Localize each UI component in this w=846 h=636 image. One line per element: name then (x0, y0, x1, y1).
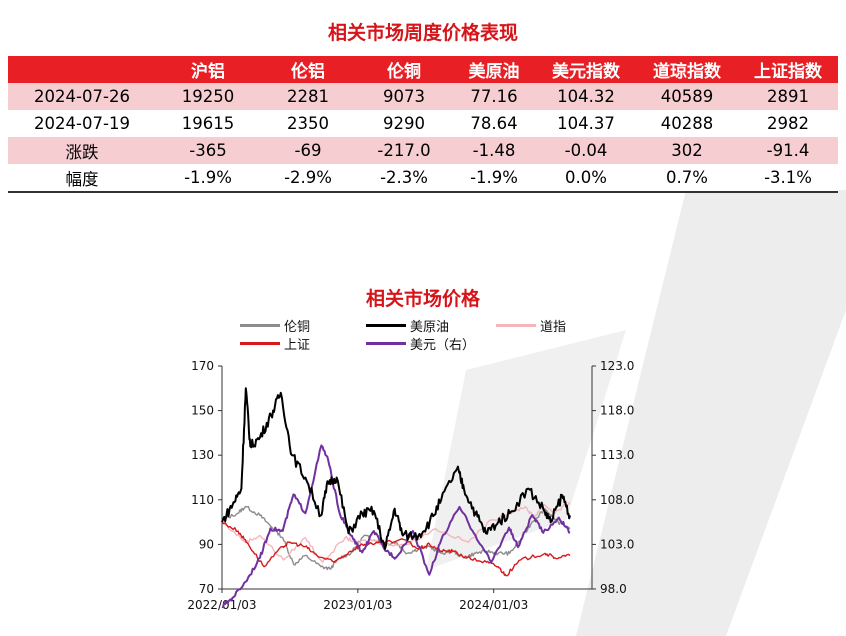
table-header-row: 沪铝 伦铝 伦铜 美原油 美元指数 道琼指数 上证指数 (8, 56, 838, 83)
legend-item-wti: 美原油 (366, 316, 449, 335)
legend-swatch (240, 324, 280, 327)
table-header-cell: 伦铜 (356, 56, 452, 83)
table-row: 2024-07-26 19250 2281 9073 77.16 104.32 … (8, 83, 838, 110)
table-row: 幅度 -1.9% -2.9% -2.3% -1.9% 0.0% 0.7% -3.… (8, 164, 838, 193)
table-cell: 2350 (260, 110, 356, 137)
table-header-cell: 美元指数 (536, 56, 636, 83)
table-cell: 302 (636, 137, 738, 164)
legend-item-sse: 上证 (240, 334, 310, 353)
table-cell: 40589 (636, 83, 738, 110)
chart-title: 相关市场价格 (365, 288, 480, 310)
legend-swatch (366, 324, 406, 327)
legend-swatch (240, 342, 280, 345)
y-left-tick-label: 130 (191, 448, 214, 462)
table-cell: 幅度 (8, 164, 156, 193)
legend-label: 上证 (284, 338, 311, 353)
table-cell: 9290 (356, 110, 452, 137)
y-left-tick-label: 170 (191, 359, 214, 373)
y-left-tick-label: 70 (199, 582, 214, 596)
table-cell: -0.04 (536, 137, 636, 164)
legend-swatch (366, 342, 406, 345)
table-row: 涨跌 -365 -69 -217.0 -1.48 -0.04 302 -91.4 (8, 137, 838, 164)
table-header-cell: 沪铝 (156, 56, 260, 83)
table-header-cell (8, 56, 156, 83)
y-left-tick-label: 150 (191, 404, 214, 418)
table-cell: 涨跌 (8, 137, 156, 164)
table-cell: 77.16 (452, 83, 536, 110)
legend-label: 伦铜 (284, 320, 311, 335)
table-cell: 0.7% (636, 164, 738, 193)
legend-label: 美元（右） (410, 338, 476, 353)
table-cell: 2891 (738, 83, 838, 110)
table-header-cell: 美原油 (452, 56, 536, 83)
y-left-tick-label: 110 (191, 493, 214, 507)
table-cell: 2024-07-19 (8, 110, 156, 137)
y-left-tick-label: 90 (199, 537, 214, 551)
table-cell: 19615 (156, 110, 260, 137)
table-cell: -217.0 (356, 137, 452, 164)
table-cell: -1.9% (452, 164, 536, 193)
legend-swatch (496, 324, 536, 327)
table-header-cell: 伦铝 (260, 56, 356, 83)
table-cell: 78.64 (452, 110, 536, 137)
table-cell: 2982 (738, 110, 838, 137)
table-cell: -69 (260, 137, 356, 164)
table-cell: -3.1% (738, 164, 838, 193)
legend-item-lme-copper: 伦铜 (240, 316, 310, 335)
table-header-cell: 道琼指数 (636, 56, 738, 83)
legend-label: 美原油 (410, 320, 450, 335)
table-cell: 104.32 (536, 83, 636, 110)
x-tick-label: 2022/01/03 (187, 598, 256, 612)
legend-label: 道指 (540, 320, 567, 335)
table-cell: 40288 (636, 110, 738, 137)
table-cell: -1.48 (452, 137, 536, 164)
price-summary-table: 沪铝 伦铝 伦铜 美原油 美元指数 道琼指数 上证指数 2024-07-26 1… (8, 56, 838, 193)
table-cell: 2281 (260, 83, 356, 110)
table-cell: 9073 (356, 83, 452, 110)
legend-item-dow: 道指 (496, 316, 566, 335)
background-watermark (426, 190, 846, 636)
table-cell: -2.3% (356, 164, 452, 193)
table-cell: 19250 (156, 83, 260, 110)
table-row: 2024-07-19 19615 2350 9290 78.64 104.37 … (8, 110, 838, 137)
table-header-cell: 上证指数 (738, 56, 838, 83)
table-cell: 2024-07-26 (8, 83, 156, 110)
table-cell: -365 (156, 137, 260, 164)
x-tick-label: 2023/01/03 (323, 598, 392, 612)
table-cell: -1.9% (156, 164, 260, 193)
page-title: 相关市场周度价格表现 (327, 22, 518, 44)
table-cell: 0.0% (536, 164, 636, 193)
table-cell: 104.37 (536, 110, 636, 137)
table-cell: -91.4 (738, 137, 838, 164)
legend-item-usd: 美元（右） (366, 334, 475, 353)
table-cell: -2.9% (260, 164, 356, 193)
